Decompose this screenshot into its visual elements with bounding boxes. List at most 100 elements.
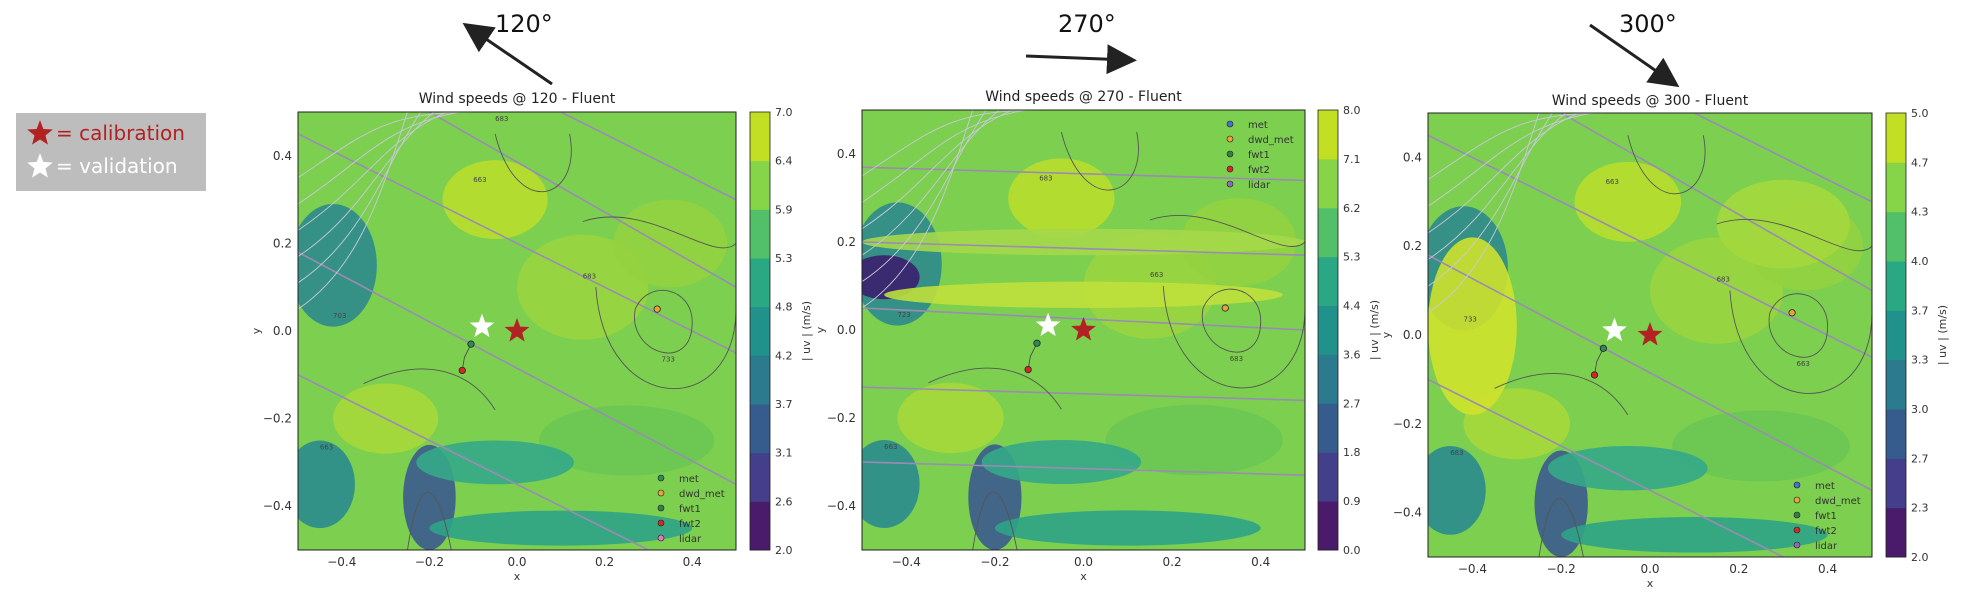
contour-label: 663 <box>1606 178 1619 186</box>
colorbar-segment <box>1886 162 1906 213</box>
legend-marker <box>1793 511 1801 519</box>
colorbar: 0.0 0.9 1.8 2.7 3.6 4.4 5.3 6.2 7.1 8.0 | uv | (m/… <box>1317 104 1381 557</box>
legend-entry: fwt2 <box>679 519 701 530</box>
colorbar-tick-label: 4.0 <box>1911 255 1929 268</box>
terrain-line <box>298 374 649 550</box>
x-tick-label: 0.4 <box>1818 562 1837 576</box>
terrain-line <box>862 166 1305 182</box>
colorbar-tick-label: 5.9 <box>775 203 793 216</box>
site-marker-fwt2 <box>1024 365 1032 374</box>
calibration-star <box>1637 322 1663 346</box>
colorbar: 2.0 2.6 3.1 3.7 4.2 4.8 5.3 5.9 6.4 7.0 | uv | (m/… <box>749 106 813 557</box>
legend-entry: met <box>1815 481 1835 492</box>
x-axis-label: x <box>1647 577 1654 590</box>
terrain-contours-light <box>1428 113 1606 314</box>
colorbar-tick-label: 5.0 <box>1911 107 1929 120</box>
colorbar-tick-label: 3.3 <box>1911 354 1929 367</box>
plot-frame <box>297 111 737 551</box>
site-marker-fwt2 <box>458 366 466 375</box>
speed-region <box>981 440 1142 484</box>
plot-frame <box>861 109 1306 551</box>
x-tick-label: −0.4 <box>327 555 356 569</box>
colorbar-tick-label: 4.8 <box>775 301 793 314</box>
colorbar-tick-label: 8.0 <box>1343 104 1361 117</box>
legend-marker <box>1793 526 1801 534</box>
colorbar-segment <box>1318 256 1338 307</box>
white-star-icon <box>27 153 53 178</box>
wind-arrow-270 <box>1025 44 1137 75</box>
speed-region <box>517 234 649 340</box>
terrain-line <box>862 241 1305 256</box>
colorbar-segment <box>750 355 770 405</box>
x-tick-label: 0.4 <box>1251 555 1270 569</box>
contour-label: 723 <box>897 311 910 319</box>
site-marker-dwd_met <box>653 305 661 313</box>
speed-region <box>298 440 355 529</box>
site-legend: met dwd_met fwt1 fwt2 lidar <box>1226 120 1294 191</box>
legend-marker <box>1793 541 1801 549</box>
direction-label-3: 300° <box>1619 10 1677 38</box>
site-marker-met <box>1033 339 1041 347</box>
colorbar-segment <box>750 306 770 356</box>
legend-entry: fwt2 <box>1248 165 1270 176</box>
legend-entry: lidar <box>1248 180 1271 191</box>
colorbar-tick-label: 1.8 <box>1343 446 1361 459</box>
colorbar-label: | uv | (m/s) <box>1936 305 1949 365</box>
colorbar-tick-label: 0.0 <box>1343 544 1361 557</box>
marker-key: = calibration = validation <box>16 113 206 191</box>
colorbar-segment <box>1886 211 1906 262</box>
colorbar-segment <box>1318 452 1338 502</box>
y-axis-label: y <box>1380 331 1393 338</box>
legend-entry: dwd_met <box>1815 496 1861 507</box>
colorbar-frame <box>1317 109 1339 551</box>
speed-region <box>442 160 548 240</box>
chart-panel-2: 683 663 723 683 663 Wind speeds @ 270 - Fluen… <box>814 89 1381 583</box>
colorbar-segment <box>1318 305 1338 355</box>
contour-label: 683 <box>1039 174 1052 182</box>
colorbar-segment <box>1318 501 1338 551</box>
legend-marker <box>657 489 665 497</box>
legend-entry: dwd_met <box>1248 135 1294 146</box>
colorbar-tick-label: 3.1 <box>775 447 793 460</box>
x-tick-label: −0.4 <box>892 555 921 569</box>
x-tick-label: 0.2 <box>1729 562 1748 576</box>
validation-key: = validation <box>26 152 178 180</box>
wind-arrow-300 <box>1589 23 1680 88</box>
colorbar-tick-label: 2.7 <box>1911 452 1929 465</box>
legend-marker <box>1226 150 1234 158</box>
y-tick-label: 0.4 <box>273 149 292 163</box>
colorbar-segment <box>750 404 770 454</box>
y-tick-label: −0.4 <box>1393 506 1422 520</box>
site-connector <box>461 343 472 371</box>
colorbar-tick-label: 7.0 <box>775 106 793 119</box>
legend-marker <box>1226 180 1234 188</box>
legend-entry: met <box>1248 120 1268 131</box>
colorbar-tick-label: 4.7 <box>1911 156 1929 169</box>
site-legend: met dwd_met fwt1 fwt2 lidar <box>1793 481 1861 552</box>
colorbar: 2.0 2.3 2.7 3.0 3.3 3.7 4.0 4.3 4.7 5.0 | uv | (m/… <box>1885 107 1949 564</box>
colorbar-tick-label: 3.0 <box>1911 403 1929 416</box>
terrain-line <box>429 112 736 288</box>
contour-label: 703 <box>333 312 346 320</box>
calibration-star <box>1071 317 1096 341</box>
contour-label: 683 <box>1230 355 1243 363</box>
speed-region <box>416 440 574 485</box>
x-tick-label: 0.2 <box>1163 555 1182 569</box>
x-tick-label: 0.0 <box>1074 555 1093 569</box>
legend-marker <box>657 519 665 527</box>
y-tick-label: −0.4 <box>263 499 292 513</box>
colorbar-tick-label: 2.3 <box>1911 502 1929 515</box>
contour-label: 683 <box>1450 449 1463 457</box>
wind-speed-field: 663 683 733 663 683 <box>1428 113 1872 557</box>
site-marker-dwd_met <box>1221 304 1229 312</box>
plot-frame <box>1427 112 1873 558</box>
x-axis-label: x <box>1080 570 1087 583</box>
chart-title: Wind speeds @ 300 - Fluent <box>1552 93 1749 109</box>
legend-entry: fwt1 <box>1815 511 1837 522</box>
speed-region <box>1428 237 1517 415</box>
terrain-line <box>560 112 736 201</box>
red-star-icon <box>27 120 53 145</box>
legend-marker <box>657 474 665 482</box>
terrain-line <box>1694 113 1872 203</box>
wind-arrow-120 <box>462 22 553 86</box>
